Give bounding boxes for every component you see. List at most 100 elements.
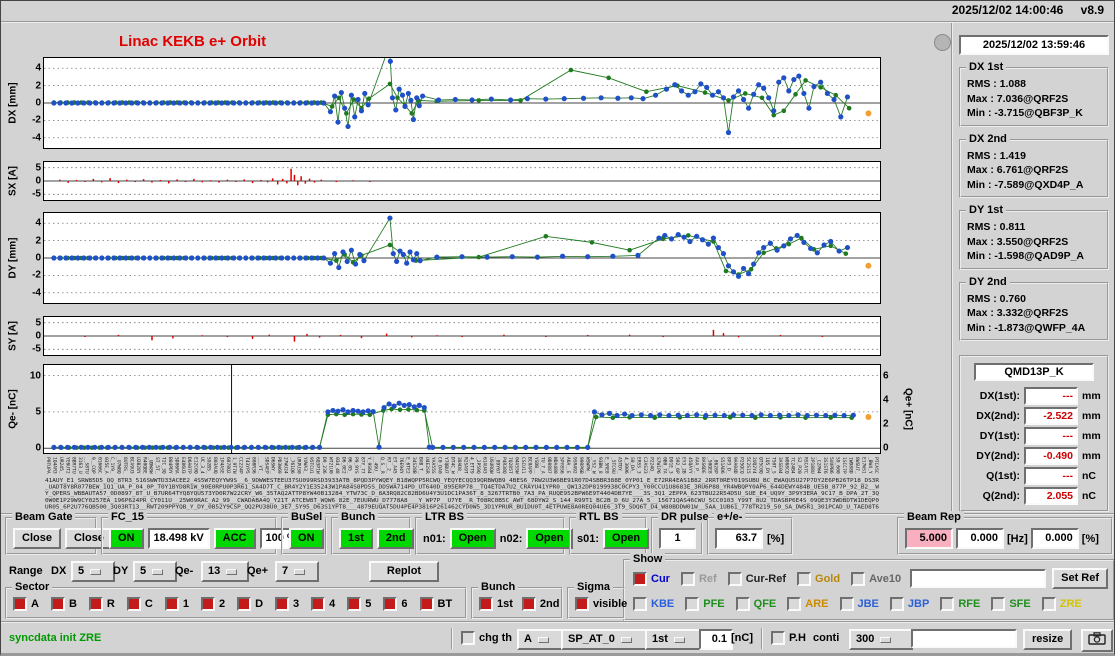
show-checkbox-Cur[interactable] — [633, 571, 647, 586]
svg-text:035E_A: 035E_A — [103, 457, 109, 474]
svg-text:WDA480: WDA480 — [552, 457, 558, 474]
app-version: v8.9 — [1080, 3, 1104, 17]
sector-checkbox-D[interactable] — [237, 597, 252, 611]
show-checkbox-QFE[interactable] — [735, 597, 750, 611]
svg-text:8WSU7_: 8WSU7_ — [854, 457, 860, 474]
stat-row: Max : 6.761@QRF2S — [967, 164, 1069, 176]
combo-1st-dropdown[interactable]: 1st — [645, 629, 703, 650]
show-checkbox-PFE[interactable] — [685, 597, 700, 611]
show-label-RFE: RFE — [958, 598, 981, 610]
combo-a-dropdown[interactable]: A — [517, 629, 565, 650]
range-qe-plus-dropdown[interactable]: 7 — [275, 561, 319, 582]
ltr-n01-label: n01: — [423, 532, 446, 545]
show-checkbox-Cur-Ref[interactable] — [727, 571, 742, 586]
bunch-checkbox-1st[interactable] — [479, 597, 493, 611]
monitor-row-value: --- — [1024, 467, 1078, 485]
show-checkbox-Gold[interactable] — [797, 571, 812, 586]
beam-rep-set-field[interactable]: 5.000 — [905, 528, 953, 549]
ratio-value: 63.7 — [715, 528, 763, 549]
threshold-field[interactable]: 0.1 — [699, 629, 733, 650]
sector-checkbox-1[interactable] — [164, 597, 179, 611]
svg-text:ST_5T_: ST_5T_ — [154, 457, 160, 474]
show-checkbox-KBE[interactable] — [633, 597, 647, 611]
chg-th-item: chg th — [461, 631, 512, 645]
busel-on-button[interactable]: ON — [289, 528, 324, 549]
sector-checkbox-B[interactable] — [50, 597, 65, 611]
combo-300-dropdown[interactable]: 300 — [849, 629, 913, 650]
svg-text:2UQ2Y4: 2UQ2Y4 — [751, 457, 757, 474]
sector-checkbox-6[interactable] — [383, 597, 398, 611]
bunch-1st-button[interactable]: 1st — [339, 528, 373, 549]
svg-text:87Y_77: 87Y_77 — [360, 457, 366, 474]
bunch-checkbox-2nd[interactable] — [521, 597, 536, 611]
range-dx-dropdown[interactable]: 5 — [71, 561, 115, 582]
status-entry[interactable] — [911, 629, 1017, 648]
show-checkbox-Ave10[interactable] — [851, 571, 866, 586]
bunch-2nd-button[interactable]: 2nd — [376, 528, 415, 549]
stat-group: DX 1st RMS : 1.088 Max : 7.036@QRF2S Min : … — [959, 61, 1109, 127]
sector-item-3: 3 — [275, 597, 299, 611]
monitor-selector[interactable]: QMD13P_K — [974, 363, 1094, 381]
sector-checkbox-3[interactable] — [275, 597, 290, 611]
camera-icon — [1088, 632, 1106, 645]
range-dy-dropdown[interactable]: 5 — [133, 561, 177, 582]
ph-checkbox[interactable] — [771, 631, 785, 645]
status-bar: syncdata init ZRE chg th A SP_AT_0 1st 0… — [1, 621, 1114, 653]
bunch-item-2nd: 2nd — [521, 597, 559, 611]
sector-label-D: D — [255, 598, 264, 610]
beam-rep-label: Beam Rep — [904, 511, 964, 523]
show-checkbox-Ref[interactable] — [680, 571, 695, 586]
sector-checkbox-C[interactable] — [126, 597, 141, 611]
tick-label: -5 — [32, 188, 41, 200]
sector-checkbox-BT[interactable] — [419, 597, 434, 611]
page-title: Linac KEKB e+ Orbit — [119, 33, 267, 50]
svg-text:BCA9U3: BCA9U3 — [128, 457, 134, 474]
sector-checkbox-R[interactable] — [88, 597, 103, 611]
beam-gate-group: Beam Gate Close Close — [5, 511, 113, 555]
sector-checkbox-4[interactable] — [311, 597, 326, 611]
range-qe-minus-dropdown[interactable]: 13 — [201, 561, 249, 582]
svg-text:T43YP5: T43YP5 — [244, 457, 250, 474]
resize-button[interactable]: resize — [1023, 629, 1073, 650]
show-checkbox-SFE[interactable] — [991, 597, 1006, 611]
monitor-row-label: DY(1st): — [979, 430, 1020, 442]
ltr-n02-open-button[interactable]: Open — [526, 528, 573, 549]
fc15-acc-button[interactable]: ACC — [213, 528, 256, 549]
svg-text:WSWPW_: WSWPW_ — [584, 457, 590, 474]
sector-label-3: 3 — [293, 598, 300, 610]
ltr-bs-label: LTR BS — [422, 511, 467, 523]
show-checkbox-ZRE[interactable] — [1041, 597, 1056, 611]
replot-button[interactable]: Replot — [369, 561, 439, 582]
sector-checkbox-5[interactable] — [347, 597, 362, 611]
beam-gate-close-button-1[interactable]: Close — [13, 528, 61, 549]
sector-checkbox-2[interactable] — [200, 597, 215, 611]
set-ref-button[interactable]: Set Ref — [1052, 568, 1109, 589]
show-label-KBE: KBE — [651, 598, 675, 610]
stat-group-label: DY 2nd — [966, 275, 1010, 288]
show-checkbox-RFE[interactable] — [940, 597, 955, 611]
dr-pulse-field[interactable]: 1 — [659, 528, 696, 549]
svg-text:0D8887: 0D8887 — [546, 457, 552, 474]
svg-text:TU_7_A: TU_7_A — [539, 457, 545, 474]
svg-text:1_9T7W: 1_9T7W — [231, 457, 237, 474]
show-checkbox-ARE[interactable] — [787, 597, 802, 611]
sigma-checkbox-visible[interactable] — [575, 597, 589, 611]
range-label: Range — [9, 565, 43, 577]
combo-sp-at-dropdown[interactable]: SP_AT_0 — [561, 629, 651, 650]
sector-group: Sector A B R C 1 2 D 3 4 5 6 BT — [5, 581, 467, 619]
tick-label: -5 — [32, 343, 41, 355]
svg-text:U2B28Y: U2B28Y — [135, 457, 141, 474]
show-item-ZRE: ZRE — [1041, 597, 1082, 611]
sector-checkbox-A[interactable] — [13, 597, 27, 611]
show-checkbox-JBE[interactable] — [839, 597, 854, 611]
rtl-s01-open-button[interactable]: Open — [603, 528, 650, 549]
sector-item-A: A — [13, 597, 39, 611]
ref-file-input[interactable] — [910, 569, 1047, 588]
show-checkbox-JBP[interactable] — [889, 597, 904, 611]
fc15-on-button[interactable]: ON — [109, 528, 144, 549]
camera-button[interactable] — [1081, 629, 1113, 652]
tick-label: -4 — [32, 132, 41, 144]
ltr-n01-open-button[interactable]: Open — [449, 528, 496, 549]
dr-pulse-group: DR pulse 1 — [651, 511, 712, 555]
chg-th-checkbox[interactable] — [461, 631, 475, 645]
